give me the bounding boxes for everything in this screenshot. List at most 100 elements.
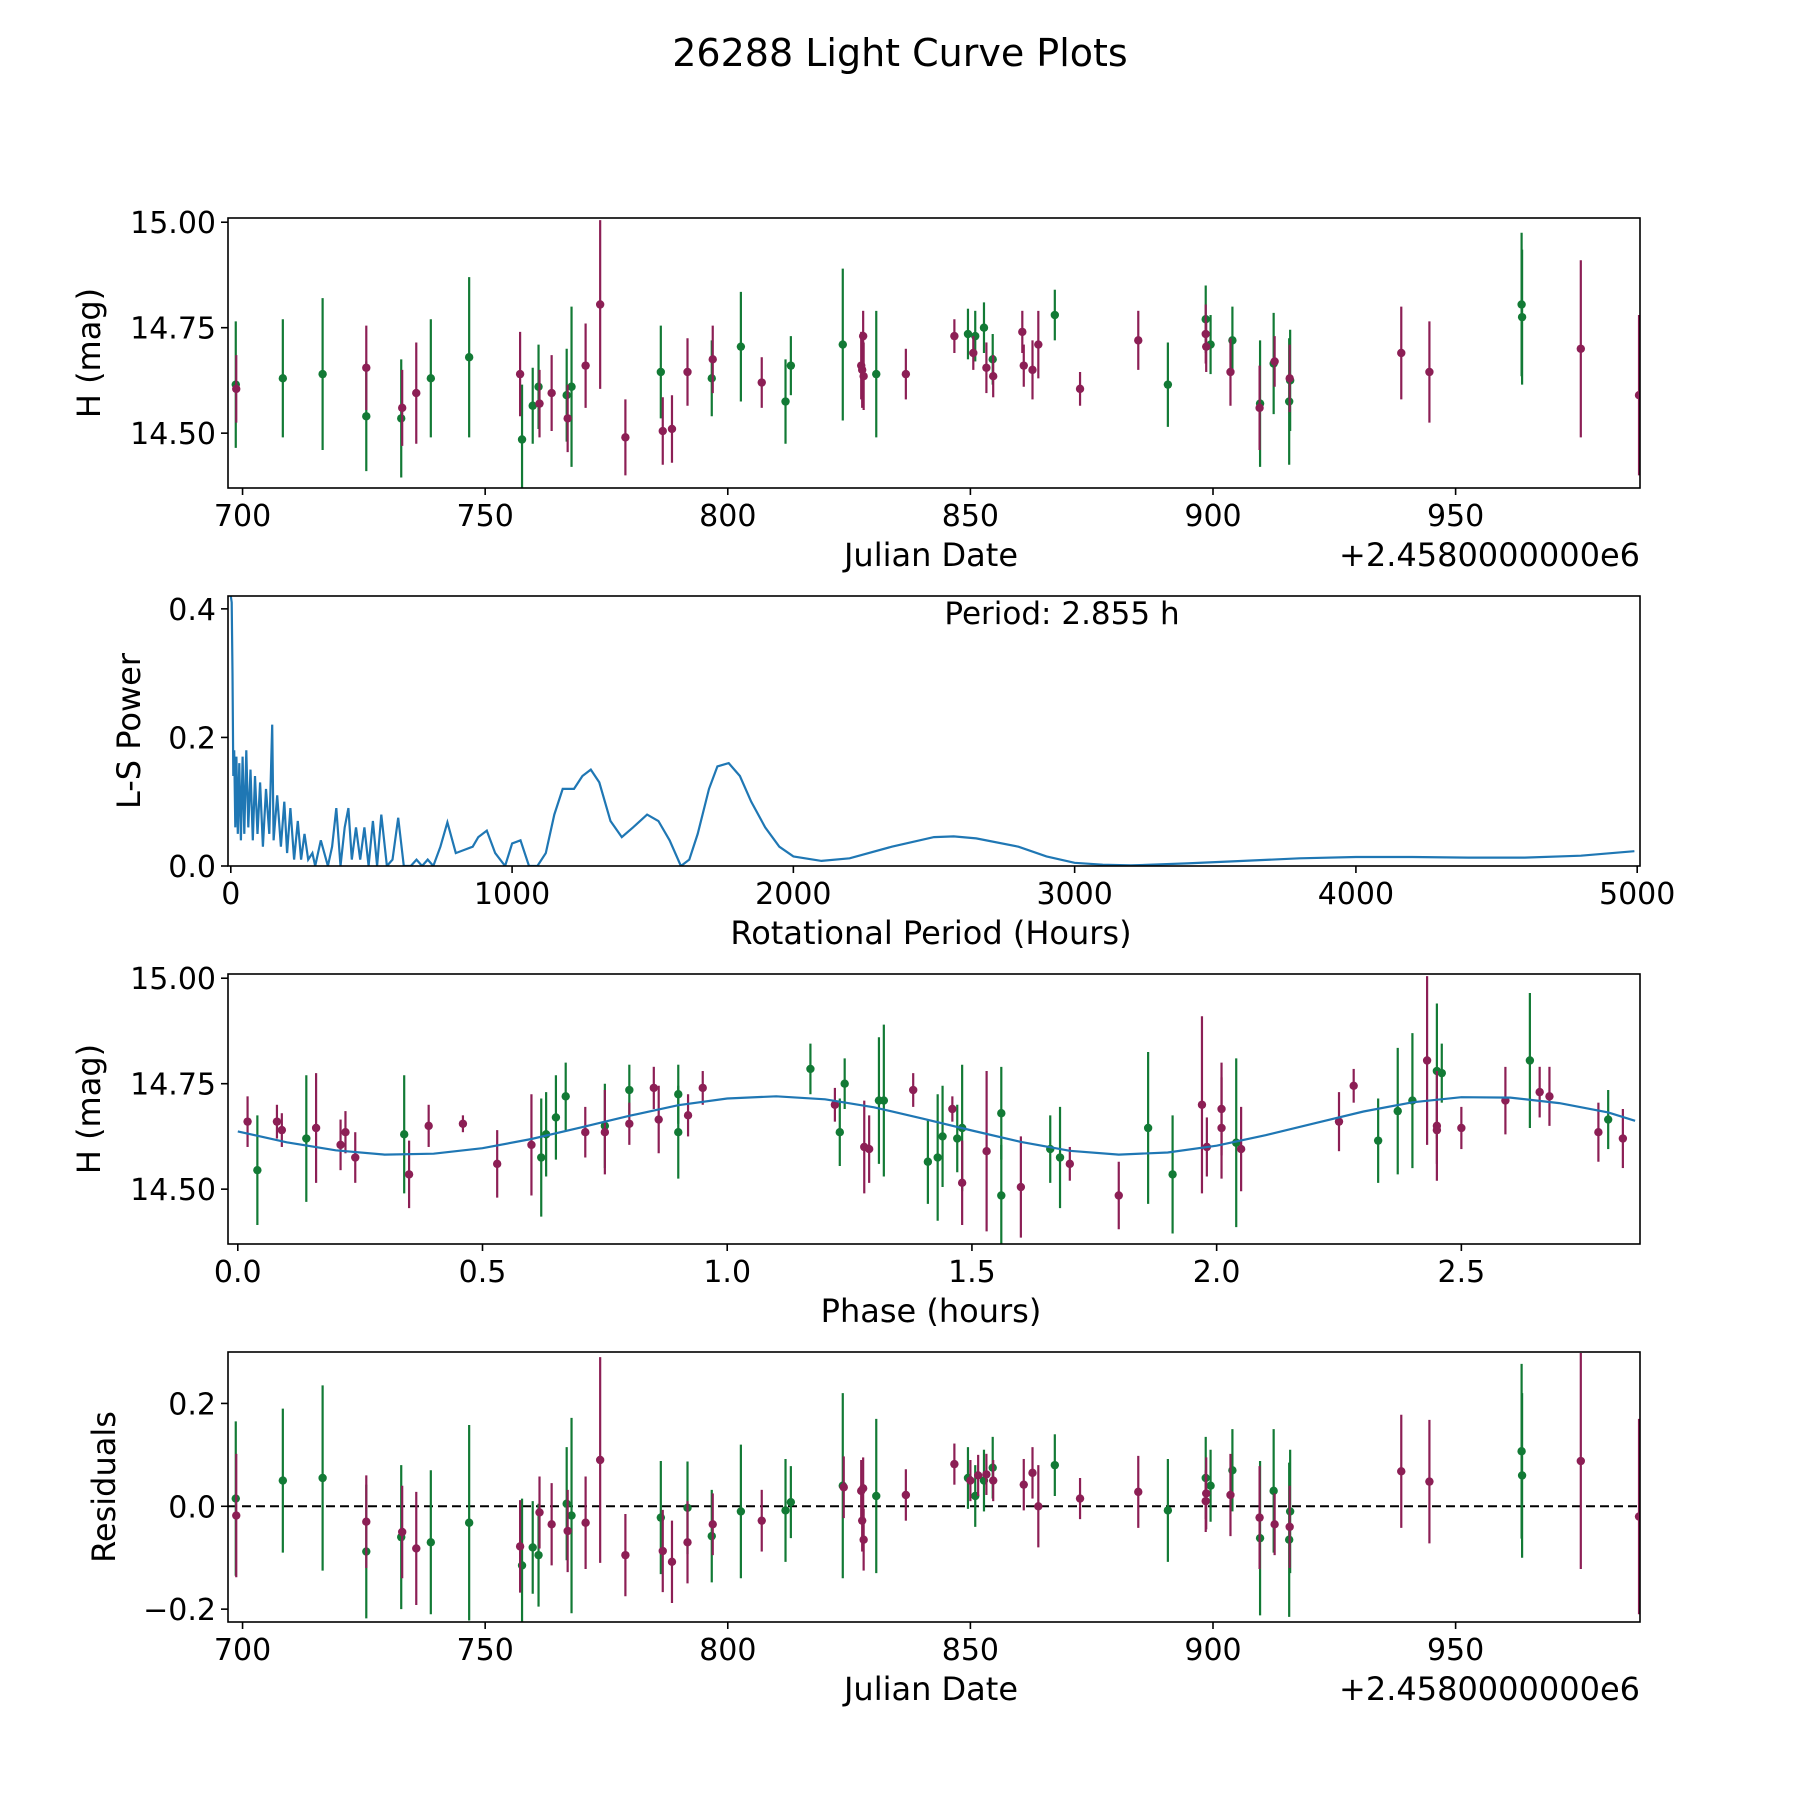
data-point-magenta [1028,1468,1037,1478]
data-point-magenta [683,1538,692,1547]
data-point-magenta [625,1119,634,1128]
data-point-magenta [1075,384,1085,394]
data-point-green [979,323,989,332]
data-point-magenta [683,1111,693,1120]
x-tick-label: 0.5 [459,1255,507,1290]
data-point-magenta [988,1476,998,1485]
y-tick-label: 0.2 [168,1387,216,1422]
data-point-magenta [1457,1123,1466,1133]
data-point-magenta [1349,1081,1358,1090]
x-tick-label: 4000 [1318,877,1394,912]
x-tick-label: 0.0 [214,1255,262,1290]
data-point-magenta [957,1178,967,1188]
y-axis-label: H (mag) [70,288,108,418]
data-point-magenta [950,1459,959,1469]
data-point-green [278,374,288,383]
data-point-magenta [581,361,590,370]
data-point-green [399,1130,409,1139]
data-point-magenta [1535,1087,1544,1097]
data-point-green [551,1113,561,1122]
data-point-magenta [966,1476,975,1485]
y-axis-label: Residuals [85,1411,123,1563]
data-point-magenta [311,1123,321,1133]
data-point-magenta [1019,1480,1028,1489]
y-tick-label: 14.50 [130,1173,216,1208]
data-point-green [567,382,576,391]
y-axis-label: H (mag) [70,1044,108,1174]
data-point-magenta [1114,1191,1123,1200]
data-point-magenta [859,372,868,381]
x-tick-label: 950 [1427,499,1484,534]
data-point-magenta [412,388,421,398]
data-point-green [1163,1506,1173,1515]
data-point-green [1206,1481,1215,1490]
data-point-magenta [982,1470,991,1479]
data-point-green [997,1109,1006,1118]
data-point-green [806,1064,815,1074]
data-point-magenta [982,363,991,372]
period-annotation: Period: 2.855 h [944,596,1179,632]
data-point-magenta [1618,1134,1628,1143]
data-point-green [786,361,796,370]
data-point-green [953,1134,962,1143]
x-tick-label: 1000 [474,877,550,912]
data-point-magenta [973,1471,983,1480]
data-point-green [464,1518,474,1527]
data-point-magenta [232,384,241,394]
data-point-green [318,369,327,379]
data-point-green [528,1543,537,1552]
data-point-magenta [950,331,959,341]
data-point-magenta [1576,344,1586,353]
data-point-green [1603,1115,1613,1124]
power-curve [229,596,1635,866]
data-point-magenta [581,1128,590,1137]
data-point-magenta [1226,1490,1235,1500]
y-tick-label: 14.50 [130,417,216,452]
data-point-green [1163,380,1173,389]
data-point-magenta [830,1100,840,1109]
data-point-magenta [424,1121,433,1131]
data-point-magenta [351,1153,360,1162]
data-point-magenta [658,426,667,436]
data-point-magenta [969,348,978,358]
data-point-green [1050,310,1060,320]
data-point-green [567,1511,576,1520]
data-point-green [1055,1153,1065,1162]
chart-periodogram: 0 1000 2000 3000 4000 5000 0.0 0.2 0.4 Rotational… [110,593,1675,952]
data-point-magenta [1236,1144,1246,1154]
data-point-green [1168,1170,1177,1179]
data-point-magenta [1545,1092,1554,1101]
data-point-green [278,1476,288,1485]
y-tick-label: 15.00 [130,962,216,997]
data-layer [228,1353,1640,1622]
x-tick-label: 2.5 [1437,1255,1485,1290]
data-point-green [362,412,371,421]
data-point-green [426,1538,436,1547]
data-point-magenta [621,433,630,442]
data-point-magenta [458,1119,468,1128]
figure-title: 26288 Light Curve Plots [672,31,1127,75]
data-point-magenta [757,378,766,387]
data-point-magenta [683,367,692,377]
data-point-magenta [527,1140,536,1150]
data-point-magenta [1270,357,1279,366]
data-point-green [736,1507,746,1516]
axes-frame [227,217,1641,489]
data-point-green [840,1079,849,1088]
data-point-magenta [1134,1487,1143,1497]
data-point-magenta [1019,361,1028,370]
x-axis-label: Julian Date [842,536,1018,574]
data-point-magenta [621,1550,630,1560]
data-point-magenta [757,1516,766,1525]
data-point-magenta [277,1125,287,1135]
axes-frame [227,1351,1641,1623]
data-point-magenta [515,1542,525,1551]
data-point-magenta [658,1546,667,1556]
data-point-green [923,1157,933,1166]
y-tick-label: −0.2 [143,1593,216,1628]
x-tick-label: 900 [1184,1633,1241,1668]
data-point-magenta [535,399,544,408]
data-point-magenta [397,1527,407,1537]
data-point-magenta [1197,1100,1207,1109]
data-point-green [464,353,474,362]
